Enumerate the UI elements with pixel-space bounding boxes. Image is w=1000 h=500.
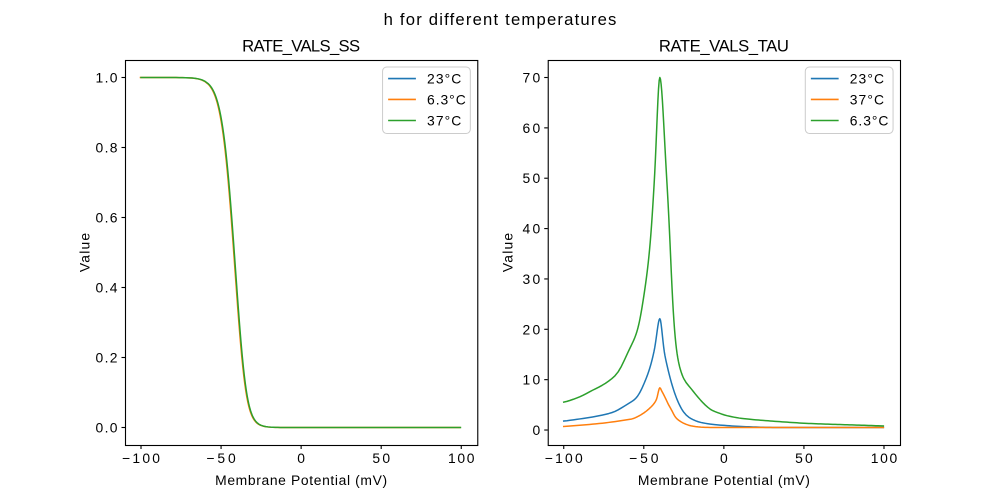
svg-text:20: 20 (523, 321, 541, 337)
svg-text:Value: Value (76, 233, 92, 272)
svg-text:−50: −50 (206, 450, 236, 466)
svg-text:0.4: 0.4 (96, 280, 118, 296)
svg-text:Membrane Potential (mV): Membrane Potential (mV) (638, 472, 810, 488)
svg-text:0.2: 0.2 (96, 350, 118, 366)
svg-text:23°C: 23°C (427, 71, 461, 87)
svg-text:0.8: 0.8 (96, 140, 118, 156)
svg-text:0: 0 (532, 422, 540, 438)
svg-text:37°C: 37°C (427, 113, 461, 129)
svg-text:0.6: 0.6 (96, 210, 118, 226)
svg-text:50: 50 (795, 450, 813, 466)
svg-text:6.3°C: 6.3°C (850, 113, 889, 129)
svg-text:10: 10 (523, 372, 541, 388)
svg-text:1.0: 1.0 (96, 70, 118, 86)
svg-text:0.0: 0.0 (96, 420, 118, 436)
svg-text:70: 70 (523, 70, 541, 86)
svg-text:100: 100 (871, 450, 898, 466)
svg-text:30: 30 (523, 271, 541, 287)
svg-text:0: 0 (720, 450, 728, 466)
svg-text:h for different temperatures: h for different temperatures (384, 10, 617, 29)
svg-text:RATE_VALS_TAU: RATE_VALS_TAU (659, 36, 789, 55)
svg-text:6.3°C: 6.3°C (427, 91, 466, 107)
svg-text:RATE_VALS_SS: RATE_VALS_SS (242, 36, 360, 55)
svg-text:50: 50 (523, 170, 541, 186)
svg-text:−50: −50 (629, 450, 659, 466)
svg-text:100: 100 (448, 450, 475, 466)
svg-text:60: 60 (523, 120, 541, 136)
svg-text:Value: Value (499, 233, 515, 272)
svg-text:40: 40 (523, 221, 541, 237)
svg-text:0: 0 (297, 450, 305, 466)
svg-text:23°C: 23°C (850, 71, 884, 87)
svg-text:Membrane Potential (mV): Membrane Potential (mV) (215, 472, 387, 488)
svg-text:37°C: 37°C (850, 91, 884, 107)
